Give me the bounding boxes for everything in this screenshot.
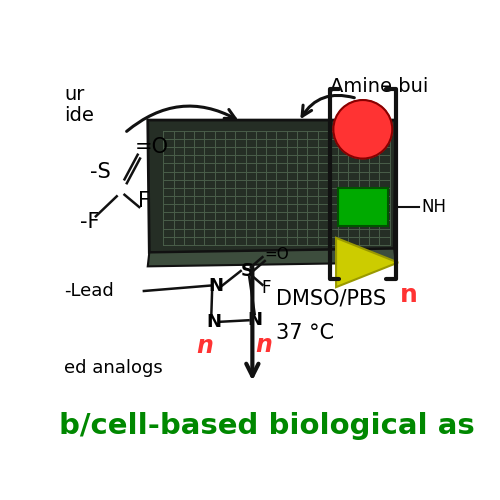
Bar: [338, 188, 388, 226]
Text: n: n: [400, 284, 417, 308]
Text: ed analogs: ed analogs: [64, 359, 163, 377]
Text: ur: ur: [64, 84, 84, 103]
Text: N: N: [247, 312, 262, 330]
Text: -F: -F: [80, 212, 100, 232]
Text: =O: =O: [264, 246, 289, 262]
Text: NH: NH: [422, 198, 446, 216]
Polygon shape: [148, 248, 396, 266]
Text: F: F: [138, 191, 149, 211]
Polygon shape: [336, 238, 398, 287]
Text: -Lead: -Lead: [64, 282, 114, 300]
Text: n: n: [196, 334, 213, 358]
Text: n: n: [256, 333, 272, 357]
Text: N: N: [208, 276, 224, 294]
Circle shape: [334, 100, 392, 158]
Text: ide: ide: [64, 106, 94, 125]
Polygon shape: [148, 120, 396, 252]
Text: DMSO/PBS: DMSO/PBS: [276, 288, 386, 308]
Text: Amine bui: Amine bui: [330, 77, 428, 96]
Text: F: F: [261, 279, 270, 297]
Text: -S: -S: [90, 162, 110, 182]
Text: N: N: [206, 313, 221, 331]
Text: S: S: [240, 262, 254, 280]
Text: b/cell-based biological as: b/cell-based biological as: [58, 412, 474, 440]
Text: =O: =O: [134, 137, 168, 157]
Text: 37 °C: 37 °C: [276, 324, 334, 344]
